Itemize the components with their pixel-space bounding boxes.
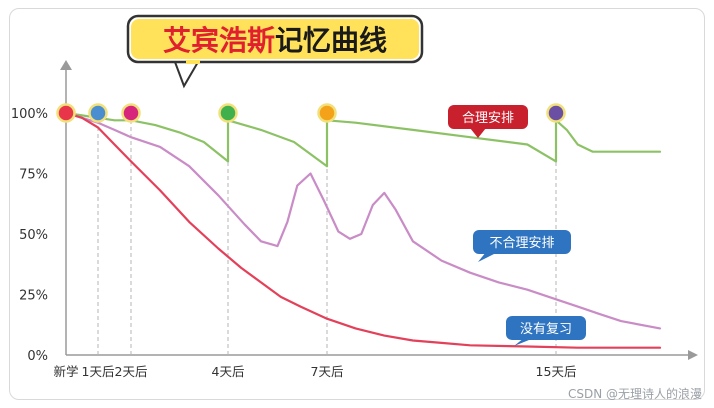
x-tick-label: 4天后 — [212, 364, 245, 379]
review-marker — [317, 103, 337, 123]
series-line — [64, 111, 662, 349]
title-pointer — [173, 61, 200, 89]
review-marker — [88, 103, 108, 123]
label-tail — [470, 128, 486, 138]
x-tick-label: 新学 — [53, 364, 78, 379]
title-text: 艾宾浩斯记忆曲线 — [163, 24, 387, 57]
series-line — [64, 111, 662, 168]
label-box — [506, 316, 586, 340]
label-text: 不合理安排 — [489, 236, 554, 251]
chart-frame — [9, 8, 705, 400]
label-tail — [478, 252, 498, 262]
x-axis-arrow — [688, 350, 698, 360]
label-text: 没有复习 — [520, 322, 572, 337]
series-label: 不合理安排 — [473, 230, 571, 262]
label-box — [448, 105, 528, 129]
y-tick-label: 25% — [19, 289, 48, 304]
label-text: 合理安排 — [462, 111, 514, 126]
y-tick-label: 50% — [19, 228, 48, 243]
series-label: 没有复习 — [506, 316, 586, 346]
review-marker — [121, 103, 141, 123]
y-tick-label: 75% — [19, 168, 48, 183]
chart-title: 艾宾浩斯记忆曲线 — [126, 14, 424, 89]
watermark: CSDN @无理诗人的浪漫 — [567, 387, 702, 401]
series-line — [64, 111, 662, 330]
y-tick-label: 0% — [27, 349, 48, 364]
x-tick-label: 15天后 — [536, 364, 577, 379]
x-tick-label: 7天后 — [311, 364, 344, 379]
title-fill — [131, 19, 419, 59]
review-marker — [56, 103, 76, 123]
title-pointer-fill — [186, 60, 200, 64]
x-tick-label: 2天后 — [115, 364, 148, 379]
title-rest: 记忆曲线 — [275, 24, 387, 57]
review-marker — [218, 103, 238, 123]
review-marker — [546, 103, 566, 123]
series-label: 合理安排 — [448, 105, 528, 138]
y-axis-arrow — [60, 60, 72, 70]
y-tick-label: 100% — [11, 107, 48, 122]
label-box — [473, 230, 571, 254]
x-tick-label: 1天后 — [82, 364, 115, 379]
title-highlight: 艾宾浩斯 — [163, 24, 275, 57]
